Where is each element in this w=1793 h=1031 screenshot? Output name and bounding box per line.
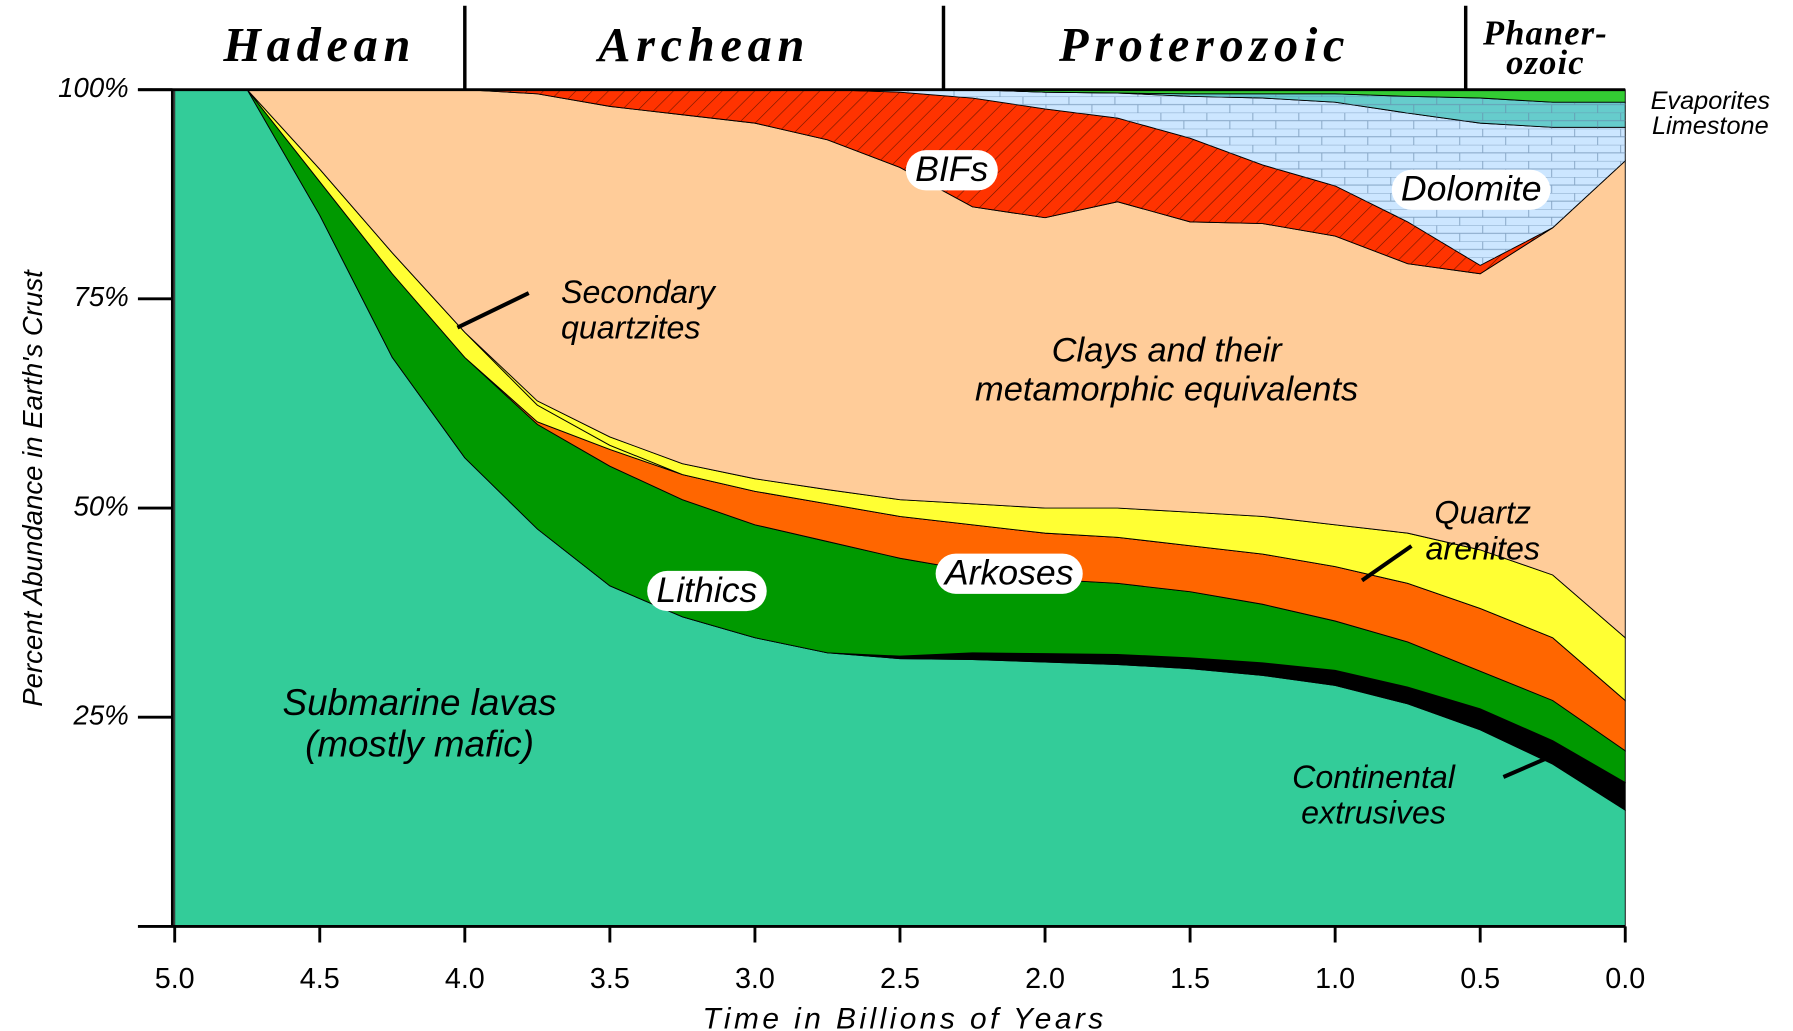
- hatch: [174, 89, 1626, 274]
- era-label: Archean: [598, 19, 811, 73]
- era-label: Proterozoic: [1059, 19, 1351, 73]
- series-label: Quartz arenites: [1425, 494, 1540, 567]
- x-tick-label: 2.0: [1025, 963, 1065, 995]
- x-tick-label: 1.0: [1315, 963, 1355, 995]
- series-label: Continental extrusives: [1292, 759, 1455, 832]
- y-tick-label: 75%: [74, 281, 129, 312]
- x-axis-title: Time in Billions of Years: [702, 1003, 1106, 1031]
- x-tick-label: 0.0: [1605, 963, 1645, 995]
- leader-line: [456, 291, 530, 330]
- series-label: Secondary quartzites: [560, 274, 715, 346]
- x-tick-label: 4.5: [300, 963, 340, 995]
- x-tick-label: 5.0: [155, 963, 195, 995]
- y-axis-title: Percent Abundance in Earth's Crust: [17, 269, 48, 707]
- era-label: Phaner- ozoic: [1482, 14, 1608, 82]
- x-tick-label: 0.5: [1460, 963, 1500, 995]
- leader-line: [1360, 544, 1413, 583]
- series-label: BIFs: [905, 149, 998, 191]
- x-tick-label: 3.5: [590, 963, 630, 995]
- era-label: Hadean: [223, 19, 417, 73]
- x-tick-label: 3.0: [735, 963, 775, 995]
- texture: [174, 89, 1626, 266]
- x-tick-label: 2.5: [880, 963, 920, 995]
- series-label: Evaporites: [1650, 85, 1771, 115]
- series-label: Limestone: [1651, 111, 1769, 140]
- series-label: Arkoses: [935, 553, 1083, 594]
- leader-line: [1502, 756, 1547, 779]
- y-tick-label: 100%: [58, 72, 129, 103]
- x-tick-label: 1.5: [1170, 963, 1210, 995]
- series-label: Clays and their metamorphic equivalents: [974, 331, 1359, 409]
- series-label: Dolomite: [1391, 169, 1551, 210]
- y-tick-label: 50%: [74, 490, 129, 521]
- y-tick-label: 25%: [73, 700, 129, 731]
- series-label: Submarine lavas (mostly mafic): [282, 681, 557, 765]
- series-label: Lithics: [647, 570, 767, 611]
- x-tick-label: 4.0: [445, 963, 485, 995]
